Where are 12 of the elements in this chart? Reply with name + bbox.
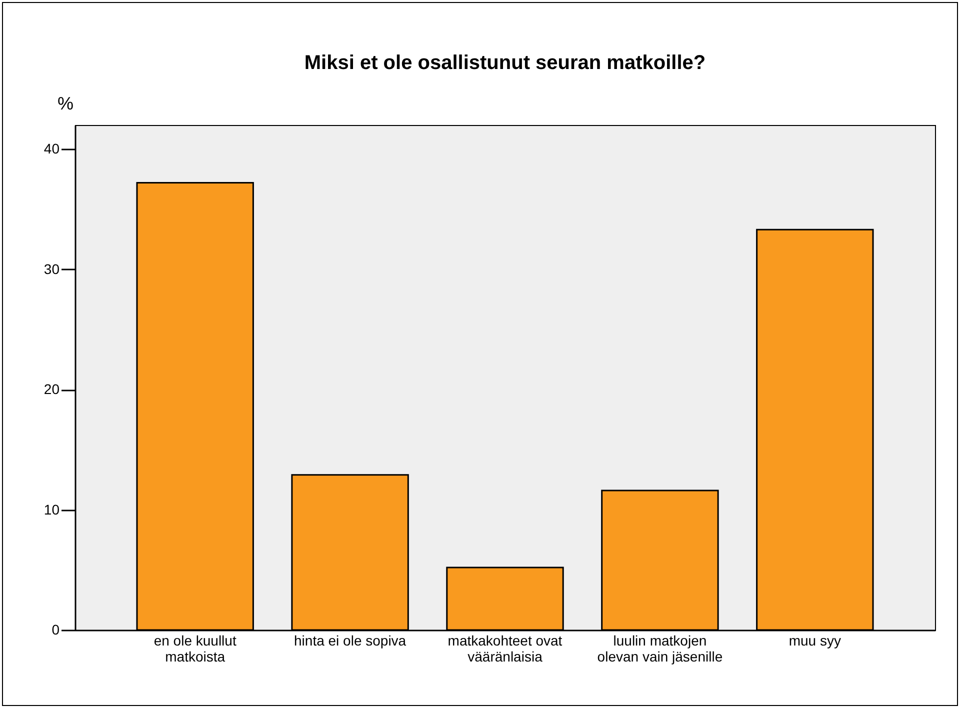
y-tick-label: 0 [52,622,60,638]
y-axis-title: % [57,94,74,114]
x-tick-label: matkakohteet ovat vääränlaisia [448,632,562,664]
x-tick-label: muu syy [788,632,841,648]
x-tick-label: en ole kuullut matkoista [154,632,236,664]
x-tick-label: luulin matkojen olevan vain jäsenille [597,632,723,664]
x-tick-label: hinta ei ole sopiva [294,632,406,648]
y-tick-label: 40 [44,140,60,157]
y-tick-label: 10 [44,501,60,518]
y-tick-label: 20 [44,381,60,398]
chart-title: Miksi et ole osallistunut seuran matkoille? [304,52,706,74]
y-tick-label: 30 [44,260,60,277]
